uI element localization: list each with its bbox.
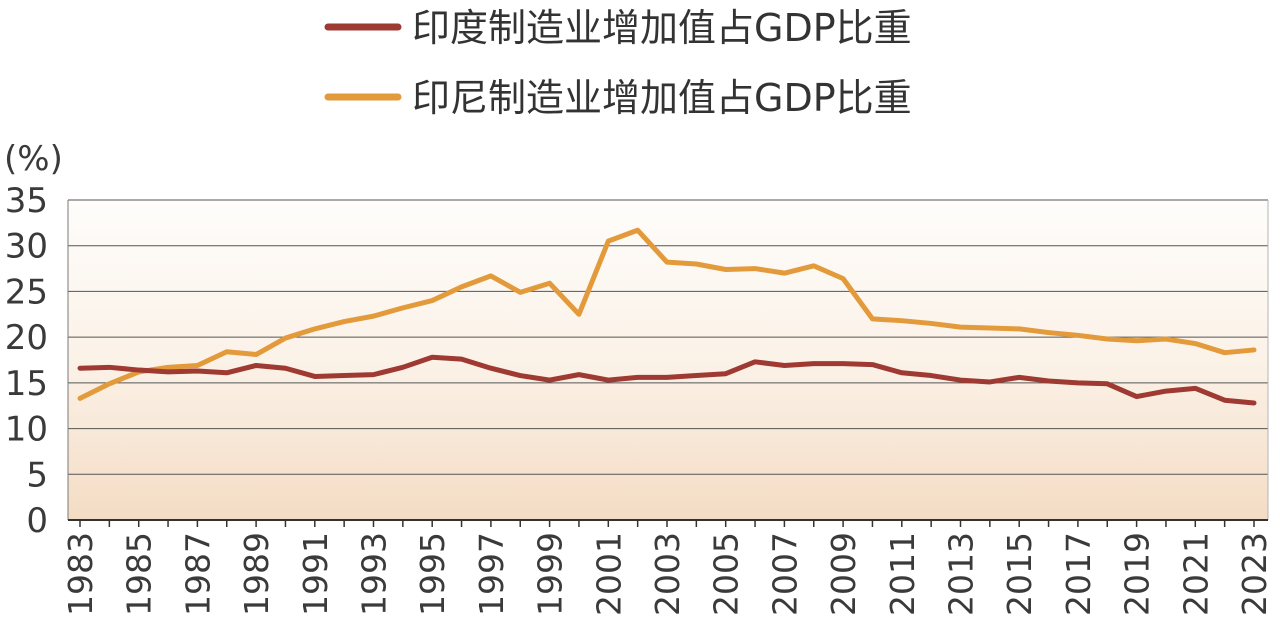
x-axis: 1983 1985 1987 1989 1991 1993 1995 1997 1999 2001…: [61, 519, 1274, 616]
legend-label-india: 印度制造业增加值占GDP比重: [412, 6, 912, 50]
x-tick-label-2021: 2021: [1176, 532, 1215, 616]
x-tick-label-2023: 2023: [1235, 532, 1274, 616]
y-axis: 0 5 10 15 20 25 30 35: [5, 181, 48, 541]
y-tick-label-0: 0: [26, 501, 48, 541]
x-tick-label-2011: 2011: [883, 532, 922, 616]
y-tick-label-30: 30: [5, 227, 48, 267]
x-tick-label-1989: 1989: [237, 532, 276, 616]
x-tick-label-2017: 2017: [1059, 532, 1098, 616]
series-lines: [77, 227, 1257, 406]
legend: 印度制造业增加值占GDP比重 印尼制造业增加值占GDP比重: [324, 6, 912, 120]
y-tick-label-35: 35: [5, 181, 48, 221]
x-tick-label-2013: 2013: [942, 532, 981, 616]
x-tick-label-2019: 2019: [1118, 532, 1157, 616]
y-tick-label-20: 20: [5, 318, 48, 358]
x-tick-label-1991: 1991: [296, 532, 335, 616]
x-tick-label-2005: 2005: [707, 532, 746, 616]
plot-area: [68, 200, 1268, 520]
x-tick-label-1993: 1993: [355, 532, 394, 616]
y-tick-label-15: 15: [5, 364, 48, 404]
legend-label-indonesia: 印尼制造业增加值占GDP比重: [412, 76, 912, 120]
series-line-indonesia: [77, 227, 1257, 401]
x-tick-label-1987: 1987: [178, 532, 217, 616]
x-tick-label-1985: 1985: [120, 532, 159, 616]
y-tick-label-25: 25: [5, 272, 48, 312]
y-axis-unit-label: (%): [4, 139, 63, 179]
x-tick-label-1995: 1995: [413, 532, 452, 616]
x-tick-label-2015: 2015: [1000, 532, 1039, 616]
gridlines: [67, 199, 1269, 520]
x-tick-label-2001: 2001: [589, 532, 628, 616]
x-tick-label-1983: 1983: [61, 532, 100, 616]
series-line-india: [77, 354, 1257, 406]
x-tick-label-2003: 2003: [648, 532, 687, 616]
x-tick-label-2007: 2007: [765, 532, 804, 616]
x-tick-label-1997: 1997: [472, 532, 511, 616]
x-tick-label-1999: 1999: [531, 532, 570, 616]
y-tick-label-5: 5: [26, 455, 48, 495]
x-tick-label-2009: 2009: [824, 532, 863, 616]
y-tick-label-10: 10: [5, 410, 48, 450]
